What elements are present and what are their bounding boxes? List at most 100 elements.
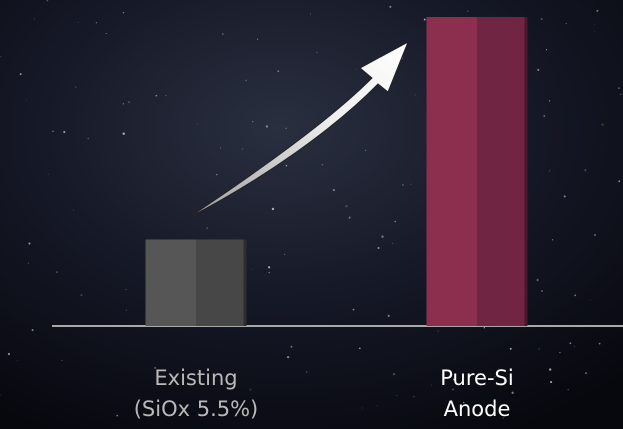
star: [574, 294, 577, 297]
star: [75, 86, 77, 88]
star: [601, 123, 604, 126]
star: [619, 93, 622, 96]
star: [222, 33, 224, 35]
star: [509, 347, 512, 350]
star: [265, 125, 269, 128]
star: [381, 235, 384, 238]
star: [0, 55, 2, 58]
star: [450, 384, 452, 386]
star: [538, 348, 540, 350]
star: [206, 227, 209, 229]
star: [394, 220, 396, 223]
star: [122, 132, 125, 135]
bar-edge: [243, 239, 247, 326]
star: [277, 70, 280, 73]
star: [307, 51, 309, 53]
star: [27, 262, 29, 264]
star: [33, 18, 35, 20]
star: [116, 414, 119, 417]
star: [122, 12, 125, 14]
star: [414, 94, 416, 96]
star: [565, 22, 567, 25]
star: [541, 290, 543, 292]
star: [17, 360, 19, 362]
star: [511, 391, 514, 394]
star: [377, 247, 380, 249]
star: [321, 163, 324, 166]
star: [437, 330, 439, 332]
x-tick-label: Pure-Si: [440, 366, 513, 390]
star: [584, 169, 587, 172]
star: [348, 216, 351, 219]
star: [423, 18, 426, 21]
star: [483, 327, 486, 329]
star: [216, 173, 218, 176]
star: [0, 394, 1, 396]
star: [598, 342, 601, 345]
bar: [426, 17, 528, 326]
star: [345, 204, 348, 208]
bar-left: [145, 239, 196, 326]
star: [220, 147, 222, 149]
star: [268, 271, 270, 274]
star: [95, 22, 98, 24]
star: [551, 239, 554, 241]
star: [271, 207, 275, 211]
star: [154, 366, 157, 369]
bar-edge: [524, 17, 528, 326]
star: [245, 79, 247, 82]
star: [502, 417, 504, 419]
star: [410, 183, 412, 185]
bar: [145, 239, 247, 326]
star: [285, 127, 287, 129]
star: [87, 137, 89, 140]
star: [494, 376, 496, 377]
star: [46, 0, 49, 2]
star: [19, 73, 22, 76]
star: [392, 373, 396, 376]
star: [540, 18, 543, 21]
star: [402, 184, 404, 186]
x-tick-label: Anode: [444, 397, 511, 421]
bar-left: [426, 17, 477, 326]
bar-right: [196, 239, 247, 326]
star: [309, 13, 311, 15]
star: [549, 368, 552, 371]
star: [543, 115, 546, 117]
star: [257, 38, 259, 40]
star: [125, 309, 127, 311]
bar-right: [477, 17, 528, 326]
star: [589, 299, 591, 301]
star: [47, 174, 49, 175]
star: [286, 355, 290, 359]
star: [618, 180, 621, 183]
star: [252, 121, 254, 123]
star: [355, 68, 357, 70]
star: [549, 170, 551, 172]
star: [536, 278, 539, 282]
star: [376, 405, 378, 407]
star: [56, 271, 58, 273]
star: [332, 188, 335, 192]
star: [197, 124, 199, 125]
star: [361, 407, 363, 409]
star: [31, 329, 34, 332]
star: [257, 134, 258, 136]
star: [125, 289, 127, 291]
star: [569, 342, 572, 345]
star: [593, 30, 595, 32]
star: [365, 149, 367, 151]
star: [467, 10, 469, 12]
star: [537, 68, 540, 71]
star: [574, 345, 576, 347]
star: [594, 23, 596, 25]
star: [348, 217, 350, 219]
star: [413, 395, 415, 398]
star: [387, 314, 390, 317]
star: [316, 51, 318, 53]
star: [155, 94, 158, 97]
star: [241, 148, 244, 150]
star: [80, 293, 83, 297]
